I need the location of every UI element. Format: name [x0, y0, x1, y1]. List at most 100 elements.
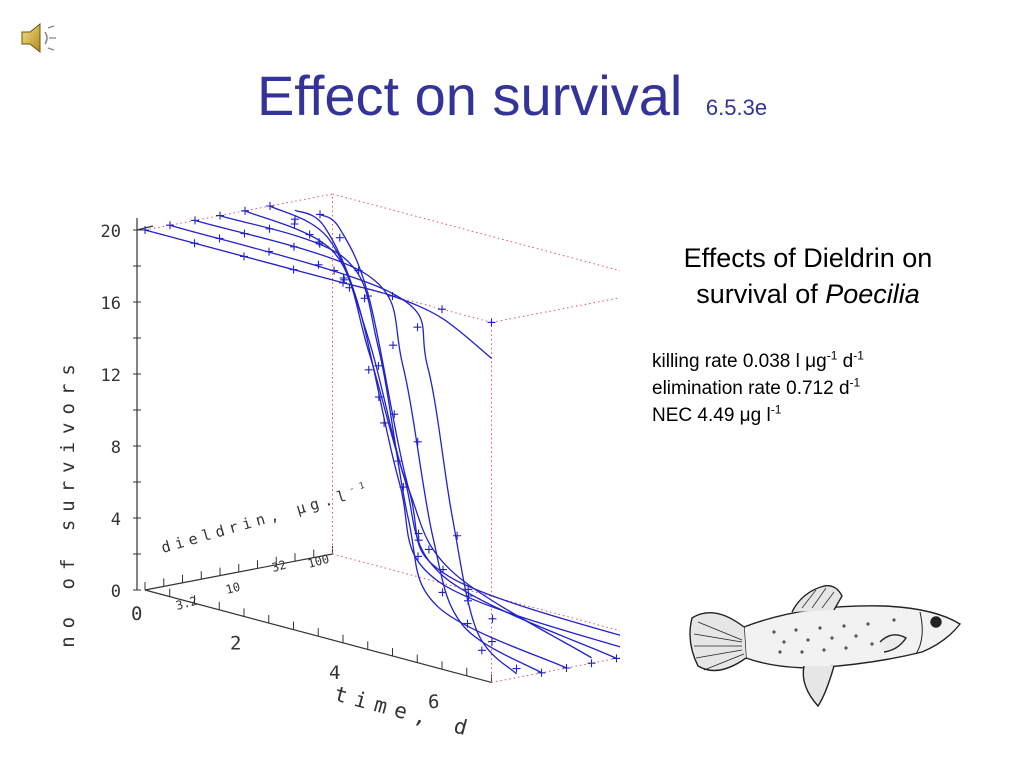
observed-point	[413, 437, 422, 446]
info-heading-survival: survival of	[696, 279, 818, 309]
z-tick-label: 20	[101, 222, 121, 242]
elimination-rate-value: 0.712	[786, 378, 834, 399]
observed-point	[215, 234, 224, 243]
nec-exp: -1	[770, 402, 782, 417]
nec-unit-g: g	[750, 405, 762, 426]
z-tick-label: 8	[111, 438, 121, 458]
observed-point	[240, 229, 249, 238]
observed-point	[314, 260, 323, 269]
nec-unit-mu: μ	[739, 405, 751, 426]
observed-point	[414, 529, 423, 538]
observed-point	[241, 206, 249, 215]
observed-point	[316, 210, 324, 219]
observed-point	[477, 646, 486, 655]
observed-point	[463, 619, 472, 628]
survival-curve	[219, 214, 567, 669]
observed-point	[290, 242, 298, 251]
survival-curve	[269, 205, 617, 659]
observed-point	[315, 239, 324, 248]
x-tick-label: 4	[329, 662, 340, 684]
killing-rate-exp-1: -1	[826, 348, 838, 363]
bounding-box-edge	[144, 229, 492, 323]
x-tick-label: 6	[428, 691, 439, 713]
z-tick-label: 0	[111, 582, 121, 602]
observed-point	[265, 247, 273, 256]
y-tick-label: 100	[306, 552, 331, 571]
x-tick-label: 2	[230, 632, 241, 654]
observed-point	[315, 238, 323, 246]
observed-point	[374, 393, 383, 402]
observed-point	[265, 224, 274, 233]
observed-point	[464, 585, 473, 594]
bounding-box-edge	[491, 657, 620, 683]
title-text: Effect on survival	[256, 64, 683, 127]
observed-point	[191, 216, 199, 225]
z-tick-label: 4	[111, 510, 121, 530]
observed-point	[354, 266, 363, 275]
survival-curve	[144, 229, 492, 359]
observed-point	[289, 265, 298, 274]
bounding-box-edge	[491, 297, 620, 323]
observed-point	[380, 418, 389, 427]
observed-point	[240, 252, 248, 261]
observed-point	[345, 283, 354, 292]
killing-rate-value: 0.038	[742, 351, 791, 372]
killing-rate-line: killing rate 0.038 l μg-1 d-1	[652, 348, 990, 375]
killing-rate-unit-l: l	[795, 351, 800, 372]
nec-unit-l: l	[766, 405, 771, 426]
observed-point	[562, 664, 571, 672]
bounding-box-edge	[332, 553, 620, 632]
observed-point	[339, 278, 347, 287]
x-axis-label: time, d	[332, 682, 478, 740]
observed-point	[266, 202, 274, 210]
survival-3d-plot: no of survivors time, d dieldrin, μg.l-1…	[57, 193, 620, 740]
observed-point	[464, 596, 472, 605]
observed-point	[612, 654, 620, 663]
killing-rate-unit-g: g	[816, 351, 827, 372]
dieldrin-info-panel: Effects of Dieldrin on survival of Poeci…	[640, 240, 990, 429]
y-axis-label: dieldrin, μg.l-1	[159, 480, 373, 557]
y-tick-label: 32	[270, 558, 288, 575]
observed-point	[453, 531, 462, 540]
info-heading-line2: survival of Poecilia	[626, 276, 990, 312]
observed-point	[537, 668, 546, 677]
observed-point	[487, 318, 496, 327]
elimination-rate-unit: d	[838, 378, 850, 399]
slide-title: Effect on survival 6.5.3e	[0, 62, 1024, 142]
observed-point	[488, 637, 496, 646]
observed-point	[364, 292, 372, 300]
observed-point	[216, 211, 224, 220]
bounding-box-edge	[332, 193, 620, 272]
z-tick-label: 16	[101, 294, 121, 314]
observed-point	[305, 230, 314, 239]
nec-line: NEC 4.49 μg l-1	[652, 402, 990, 429]
observed-point	[141, 226, 149, 234]
observed-point	[512, 664, 521, 673]
x-tick-label: 0	[131, 603, 142, 625]
observed-point	[290, 220, 299, 228]
elimination-rate-label: elimination rate	[652, 378, 781, 399]
observed-point	[394, 457, 403, 466]
z-tick-label: 12	[101, 366, 121, 386]
y-axis-label-exponent: -1	[348, 480, 371, 495]
observed-point	[335, 233, 344, 242]
observed-point	[413, 323, 422, 332]
y-axis-label-main: dieldrin, μg.l	[159, 485, 353, 556]
fish-illustration	[689, 585, 962, 708]
observed-point	[390, 410, 399, 419]
speaker-icon[interactable]	[18, 20, 58, 56]
observed-point	[438, 305, 446, 314]
observed-point	[330, 266, 339, 275]
observed-point	[414, 552, 422, 561]
killing-rate-unit-mu: μ	[805, 351, 817, 372]
y-tick-label: 3.2	[174, 594, 199, 613]
z-axis-label: no of survivors	[57, 356, 79, 648]
observed-point	[374, 361, 383, 370]
info-heading-line1: Effects of Dieldrin on	[683, 243, 933, 273]
model-parameters: killing rate 0.038 l μg-1 d-1 eliminatio…	[652, 348, 990, 429]
survival-curve	[169, 224, 517, 675]
nec-value: 4.49	[697, 405, 735, 426]
survival-curve	[319, 213, 620, 636]
observed-point	[587, 659, 596, 668]
observed-point	[424, 545, 433, 554]
